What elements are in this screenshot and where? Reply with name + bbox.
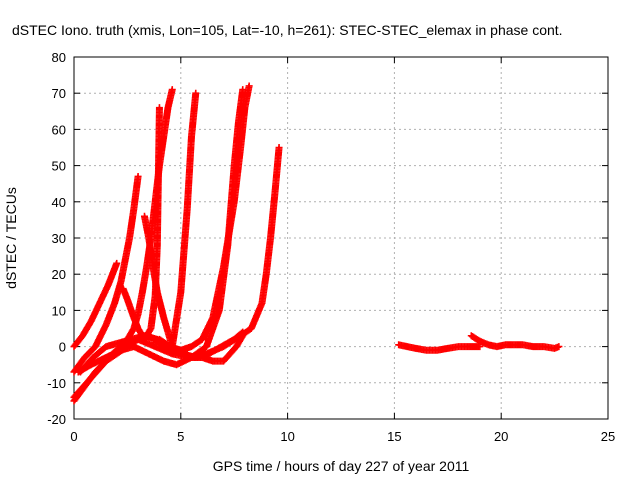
series-layer	[70, 82, 563, 405]
x-tick-labels: 0 5 10 15 20 25	[70, 429, 615, 444]
x-tick-label: 20	[494, 429, 508, 444]
series-10	[76, 328, 247, 376]
data-point	[555, 343, 563, 351]
data-point	[155, 104, 163, 112]
x-axis-label: GPS time / hours of day 227 of year 2011	[213, 458, 470, 474]
y-tick-label: 50	[52, 159, 66, 174]
y-tick-labels: -20 -10 0 10 20 30 40 50 60 70 80	[47, 50, 66, 427]
x-tick-label: 5	[177, 429, 184, 444]
y-tick-label: 40	[52, 195, 66, 210]
series-7	[155, 82, 253, 354]
data-point	[245, 82, 253, 90]
data-point	[134, 172, 142, 180]
chart-title: dSTEC Iono. truth (xmis, Lon=105, Lat=-1…	[12, 22, 563, 38]
y-axis-label: dSTEC / TECUs	[3, 187, 19, 289]
x-tick-label: 15	[387, 429, 401, 444]
y-tick-label: 10	[52, 303, 66, 318]
y-tick-label: 70	[52, 86, 66, 101]
data-point	[275, 144, 283, 151]
y-tick-label: -20	[47, 412, 66, 427]
y-tick-label: 0	[59, 340, 66, 355]
data-point	[238, 329, 246, 337]
y-tick-label: -10	[47, 376, 66, 391]
x-tick-label: 10	[280, 429, 294, 444]
series-5	[140, 89, 200, 351]
y-tick-label: 30	[52, 231, 66, 246]
series-4	[119, 104, 163, 343]
data-point	[239, 328, 247, 336]
series-11	[395, 341, 484, 354]
x-tick-label: 25	[601, 429, 615, 444]
ticks	[73, 56, 609, 420]
y-tick-label: 60	[52, 122, 66, 137]
y-tick-label: 80	[52, 50, 66, 65]
data-point	[113, 259, 121, 267]
data-point	[192, 89, 200, 97]
series-12	[467, 332, 563, 352]
y-tick-label: 20	[52, 267, 66, 282]
data-point	[168, 86, 176, 94]
x-tick-label: 0	[70, 429, 77, 444]
series-1	[70, 259, 121, 351]
series-2	[70, 172, 142, 376]
